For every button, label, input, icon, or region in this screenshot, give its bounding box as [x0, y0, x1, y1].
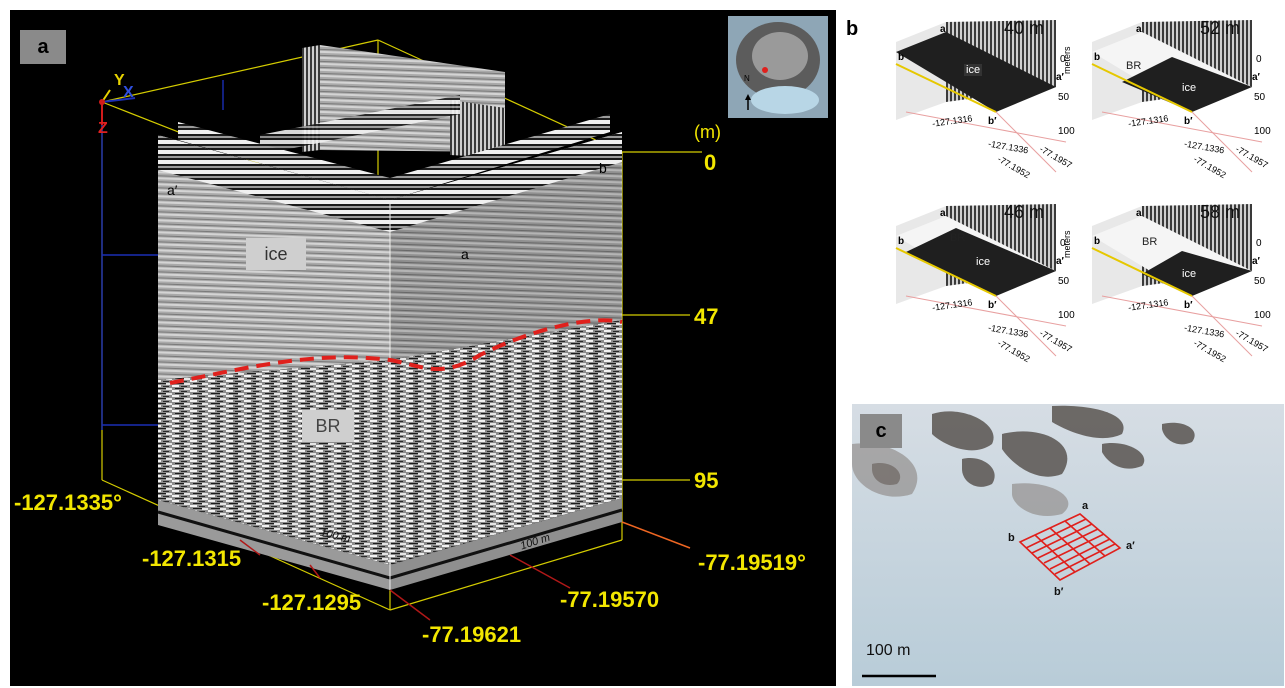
location-inset-map [728, 16, 828, 118]
slice-4-a-prime: a′ [1252, 256, 1260, 267]
slice-4-tick-0: 0 [1256, 238, 1262, 249]
depth-tick-95: 95 [694, 468, 719, 493]
slice-4-depth: 58 m [1200, 202, 1241, 222]
depth-slice-2: 52 m BR ice a b a′ b′ 0 50 100 -127.1316… [1082, 12, 1282, 188]
profile-label-a-prime: a′ [167, 182, 178, 198]
slice-1-tick-100: 100 [1058, 126, 1075, 137]
axis-label-z: Z [98, 120, 108, 137]
slice-1-lower: ice [964, 64, 983, 76]
slice-3-depth: 46 m [1004, 202, 1045, 222]
slice-2-a-prime: a′ [1252, 72, 1260, 83]
slice-2-depth: 52 m [1200, 18, 1241, 38]
panel-b-label: b [846, 18, 859, 40]
slice-3-tick-100: 100 [1058, 310, 1075, 321]
lat-label-3: -77.19621 [422, 622, 522, 647]
depth-tick-47: 47 [694, 304, 719, 329]
profile-label-a: a [461, 246, 469, 262]
depth-slice-1: 40 m ice a b a′ b′ 0 50 100 meters -127.… [886, 12, 1086, 188]
slice-4-b: b [1094, 236, 1101, 247]
gpr-3d-block [99, 16, 828, 621]
slice-2-b: b [1094, 52, 1101, 63]
slice-3-b: b [898, 236, 905, 247]
slice-4-tick-100: 100 [1254, 310, 1271, 321]
lat-label-2: -77.19570 [560, 587, 660, 612]
slice-2-b-prime: b′ [1184, 116, 1193, 127]
panel-a-label: a [20, 30, 66, 64]
slice-3-a: a [940, 208, 946, 219]
slice-3-upper: BR [950, 232, 966, 244]
depth-unit: (m) [694, 122, 721, 142]
ice-bedrock-interface [169, 318, 623, 385]
region-label-ice: ice [246, 238, 306, 270]
slice-1-meters: meters [1062, 46, 1072, 74]
grid-label-b-prime: b′ [1054, 586, 1064, 598]
slice-1-a: a [940, 24, 946, 35]
slice-1-a-prime: a′ [1056, 72, 1064, 83]
aerial-image [852, 404, 1284, 686]
slice-1-depth: 40 m [1004, 18, 1045, 38]
slice-1-b: b [898, 52, 905, 63]
slice-2-upper: BR [1126, 60, 1142, 72]
lon-label-3: -127.1295 [262, 590, 362, 615]
lon-label-1: -127.1335° [14, 490, 122, 515]
slice-4-lower: ice [1182, 268, 1197, 280]
panel-a: a Y X Z N (m) 0 47 95 a′ b a ice BR 100 … [10, 10, 836, 686]
scale-bar-label: 100 m [866, 642, 911, 659]
depth-tick-0: 0 [704, 150, 717, 175]
slice-3-a-prime: a′ [1056, 256, 1064, 267]
slice-1-tick-0: 0 [1060, 54, 1066, 65]
region-label-br: BR [302, 410, 354, 442]
slice-4-b-prime: b′ [1184, 300, 1193, 311]
slice-4-a: a [1136, 208, 1142, 219]
slice-3-meters: meters [1062, 230, 1072, 258]
slice-4-tick-50: 50 [1254, 276, 1266, 287]
depth-slice-4: 58 m BR ice a b a′ b′ 0 50 100 -127.1316… [1082, 196, 1282, 372]
slice-2-tick-0: 0 [1256, 54, 1262, 65]
panel-c-aerial: c a b a′ b′ 100 m [852, 404, 1284, 686]
lon-label-2: -127.1315 [142, 546, 242, 571]
depth-slice-3: 46 m BR ice a b a′ b′ 0 50 100 meters -1… [886, 196, 1086, 372]
slice-2-a: a [1136, 24, 1142, 35]
grid-label-a: a [1082, 500, 1089, 512]
slice-3-lower: ice [976, 256, 991, 268]
slice-1-tick-50: 50 [1058, 92, 1070, 103]
inset-north-label: N [744, 74, 750, 83]
grid-label-a-prime: a′ [1126, 540, 1135, 552]
panel-c-label: c [860, 414, 902, 448]
axis-label-y: Y [114, 72, 125, 89]
axis-label-x: X [123, 84, 134, 101]
slice-4-upper: BR [1142, 236, 1158, 248]
slice-3-b-prime: b′ [988, 300, 997, 311]
survey-grid [1018, 513, 1122, 581]
lat-label-1: -77.19519° [698, 550, 806, 575]
profile-label-b: b [599, 160, 607, 176]
slice-3-tick-0: 0 [1060, 238, 1066, 249]
slice-3-tick-50: 50 [1058, 276, 1070, 287]
slice-2-tick-50: 50 [1254, 92, 1266, 103]
slice-2-lower: ice [1182, 82, 1197, 94]
grid-label-b: b [1008, 532, 1015, 544]
slice-1-b-prime: b′ [988, 116, 997, 127]
slice-2-tick-100: 100 [1254, 126, 1271, 137]
